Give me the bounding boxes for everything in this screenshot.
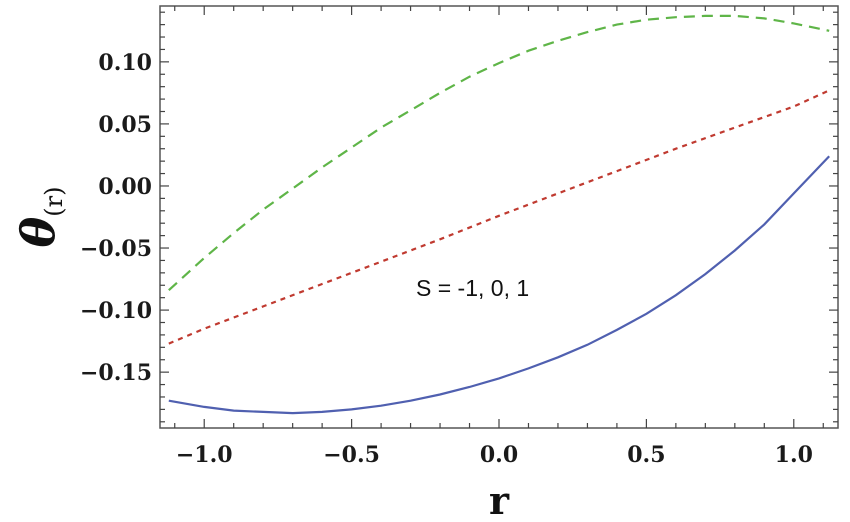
- y-axis-subscript: (r): [40, 187, 68, 217]
- series-annotation: S = -1, 0, 1: [416, 275, 529, 301]
- y-tick-label: −0.05: [80, 236, 152, 262]
- series-layer: [168, 14, 830, 415]
- y-axis-title: θ(r): [11, 187, 68, 248]
- x-axis-title: r: [489, 478, 510, 522]
- x-tick-label: 0.0: [480, 442, 518, 468]
- y-tick-label: 0.00: [98, 174, 152, 200]
- x-tick-label: 0.5: [627, 442, 665, 468]
- y-tick-label: 0.10: [98, 50, 152, 76]
- x-tick-label: −1.0: [176, 442, 233, 468]
- plot-area: −1.0 −0.5 0.0 0.5 1.0 −0.15 −0.10 −0.05 0.00 0.05…: [80, 5, 839, 468]
- series-line-3: [168, 14, 830, 292]
- y-tick-label: 0.05: [98, 112, 152, 138]
- series-line-2: [168, 89, 830, 345]
- plot-frame: [159, 5, 839, 429]
- ticks-layer: −1.0 −0.5 0.0 0.5 1.0 −0.15 −0.10 −0.05 0.00 0.05…: [80, 6, 838, 468]
- y-axis-symbol: θ: [11, 216, 65, 247]
- y-tick-label: −0.15: [80, 360, 152, 386]
- y-tick-label: −0.10: [80, 298, 152, 324]
- series-line-1: [168, 155, 830, 415]
- x-tick-label: 1.0: [775, 442, 813, 468]
- x-tick-label: −0.5: [323, 442, 380, 468]
